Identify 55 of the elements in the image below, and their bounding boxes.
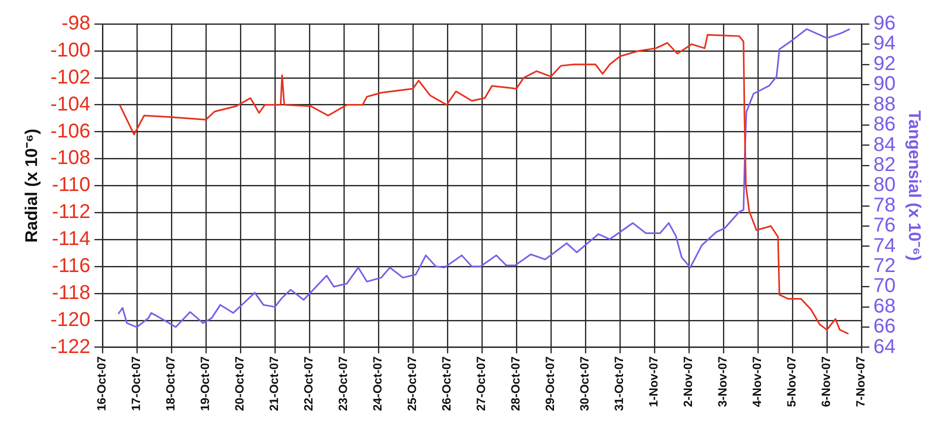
x-tick-label: 21-Oct-07 <box>267 356 282 412</box>
y-tick-label: -120 <box>50 308 90 331</box>
y-tick-label: -122 <box>50 336 90 358</box>
x-tick-label: 23-Oct-07 <box>336 356 350 412</box>
x-tick-label: 31-Oct-07 <box>612 356 626 412</box>
x-tick-label: 19-Oct-07 <box>198 356 212 412</box>
y2-tick-label: 74 <box>873 234 896 257</box>
y2-tick-label: 96 <box>873 12 896 35</box>
y-tick-label: -102 <box>50 66 90 88</box>
x-tick-label: 30-Oct-07 <box>578 356 592 412</box>
y-tick-label: -108 <box>50 147 90 170</box>
y-tick-label: -104 <box>50 93 90 116</box>
y-tick-label: -118 <box>52 282 90 304</box>
y2-tick-label: 88 <box>873 93 896 116</box>
y2-tick-label: 64 <box>873 336 896 358</box>
y-axis-title: Radial (x 10⁻⁶) <box>22 128 41 243</box>
x-tick-label: 24-Oct-07 <box>370 356 385 412</box>
y-tick-label: -116 <box>52 254 90 277</box>
y2-tick-label: 72 <box>873 254 896 277</box>
y2-tick-label: 76 <box>873 214 896 237</box>
x-tick-label: 29-Oct-07 <box>543 356 558 412</box>
x-tick-label: 2-Nov-07 <box>681 356 696 407</box>
x-tick-label: 7-Nov-07 <box>854 356 868 407</box>
y-tick-label: -112 <box>52 201 90 224</box>
y2-tick-label: 94 <box>873 32 896 55</box>
x-tick-label: 16-Oct-07 <box>94 356 109 412</box>
x-tick-label: 5-Nov-07 <box>784 356 799 407</box>
x-tick-label: 1-Nov-07 <box>646 356 661 407</box>
y-tick-label: -100 <box>50 39 90 62</box>
x-tick-label: 28-Oct-07 <box>508 356 523 412</box>
x-tick-label: 6-Nov-07 <box>819 356 834 407</box>
y2-tick-label: 92 <box>873 52 896 75</box>
x-tick-label: 20-Oct-07 <box>232 356 247 412</box>
x-tick-label: 26-Oct-07 <box>440 356 454 412</box>
x-tick-label: 27-Oct-07 <box>474 356 488 412</box>
y-tick-label: -106 <box>50 120 90 142</box>
x-tick-label: 4-Nov-07 <box>750 356 764 407</box>
y2-tick-label: 70 <box>873 275 896 298</box>
y2-tick-label: 82 <box>873 154 896 176</box>
y2-tick-label: 78 <box>873 194 896 216</box>
y2-tick-label: 66 <box>873 316 896 338</box>
y-tick-label: -110 <box>52 174 90 196</box>
x-tick-label: 3-Nov-07 <box>716 356 730 407</box>
y-tick-label: -114 <box>52 228 90 250</box>
y-tick-label: -98 <box>62 12 90 35</box>
x-tick-label: 18-Oct-07 <box>164 356 178 412</box>
y2-tick-label: 90 <box>873 73 896 96</box>
y2-axis-title: Tangensial (x 10⁻⁶) <box>905 110 924 261</box>
y2-tick-label: 68 <box>873 295 896 318</box>
y2-tick-label: 86 <box>873 114 896 136</box>
x-tick-label: 17-Oct-07 <box>129 356 144 412</box>
y2-tick-label: 80 <box>873 174 896 196</box>
y2-tick-label: 84 <box>873 134 896 156</box>
x-tick-label: 25-Oct-07 <box>405 356 420 412</box>
x-tick-label: 22-Oct-07 <box>302 356 316 412</box>
